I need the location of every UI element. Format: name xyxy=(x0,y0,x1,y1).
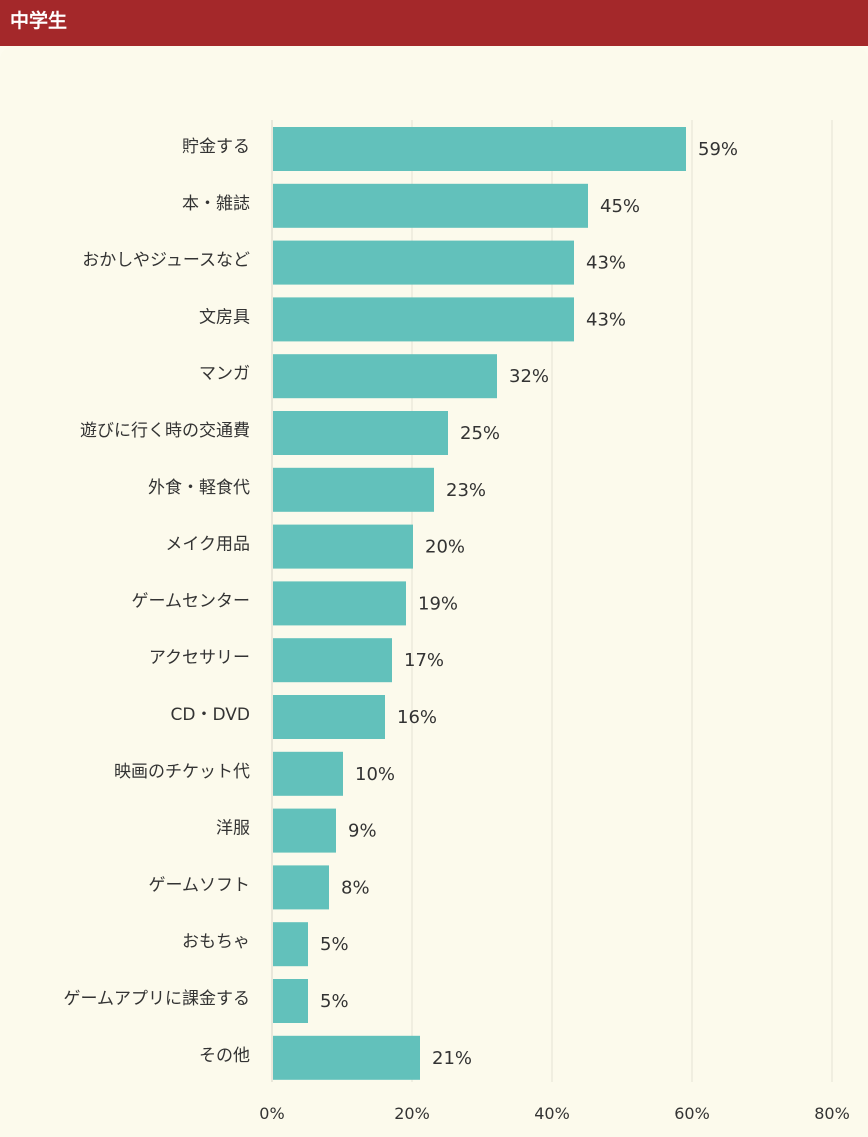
category-label: 貯金する xyxy=(182,137,250,157)
x-tick-label: 20% xyxy=(394,1104,430,1123)
value-label: 23% xyxy=(446,480,486,501)
value-label: 25% xyxy=(460,423,500,444)
bar xyxy=(273,183,588,228)
category-label: おかしやジュースなど xyxy=(82,251,250,271)
category-label: ゲームアプリに課金する xyxy=(64,989,251,1009)
category-label: アクセサリー xyxy=(149,648,250,668)
bar xyxy=(273,297,574,342)
x-axis-ticks: 0% 20% 40% 60% 80% xyxy=(259,1104,849,1123)
bar xyxy=(273,240,574,285)
bar xyxy=(273,524,413,569)
bar xyxy=(273,1035,420,1080)
value-label: 5% xyxy=(320,934,349,955)
category-label: その他 xyxy=(199,1046,250,1066)
section-title: 中学生 xyxy=(10,10,68,32)
bar xyxy=(273,638,392,683)
category-label: 本・雑誌 xyxy=(182,194,250,214)
chart-card xyxy=(0,46,868,1137)
bar xyxy=(273,922,308,967)
x-tick-label: 0% xyxy=(259,1104,284,1123)
bar xyxy=(273,127,686,171)
bar xyxy=(273,865,329,910)
category-label: 遊びに行く時の交通費 xyxy=(80,421,250,441)
category-label: 洋服 xyxy=(216,819,250,839)
category-label: CD・DVD xyxy=(171,705,250,725)
bar xyxy=(273,979,308,1023)
bar xyxy=(273,354,497,399)
value-label: 10% xyxy=(355,764,395,785)
section-header: 中学生 xyxy=(0,0,868,46)
bars xyxy=(273,127,686,1080)
value-label: 17% xyxy=(404,650,444,671)
value-label: 59% xyxy=(698,139,738,160)
value-label: 21% xyxy=(432,1048,472,1069)
value-label: 43% xyxy=(586,309,626,330)
category-label: 映画のチケット代 xyxy=(114,762,250,782)
category-label: 外食・軽食代 xyxy=(148,478,250,498)
value-label: 8% xyxy=(341,877,370,898)
value-label: 45% xyxy=(600,196,640,217)
value-label: 5% xyxy=(320,991,349,1012)
bar xyxy=(273,411,448,455)
value-label: 16% xyxy=(397,707,437,728)
category-label: ゲームソフト xyxy=(149,875,251,895)
x-tick-label: 40% xyxy=(534,1104,570,1123)
category-label: 文房具 xyxy=(199,307,250,327)
bar xyxy=(273,581,406,626)
category-label: メイク用品 xyxy=(165,535,250,555)
bar xyxy=(273,695,385,739)
value-label: 9% xyxy=(348,821,377,842)
value-label: 20% xyxy=(425,537,465,558)
category-labels: 貯金する本・雑誌おかしやジュースなど文房具マンガ遊びに行く時の交通費外食・軽食代… xyxy=(64,137,251,1066)
x-tick-label: 60% xyxy=(674,1104,710,1123)
category-label: ゲームセンター xyxy=(132,591,251,611)
value-label: 43% xyxy=(586,253,626,274)
x-tick-label: 80% xyxy=(814,1104,850,1123)
bar xyxy=(273,808,336,853)
category-label: おもちゃ xyxy=(182,932,250,952)
value-label: 32% xyxy=(509,366,549,387)
bar xyxy=(273,751,343,796)
value-label: 19% xyxy=(418,593,458,614)
category-label: マンガ xyxy=(199,364,250,384)
value-labels: 59% 45% 43% 43% 32% 25% 23% 20% 19% 17% 16% 10% 9% 8%… xyxy=(320,139,738,1069)
bar xyxy=(273,467,434,512)
